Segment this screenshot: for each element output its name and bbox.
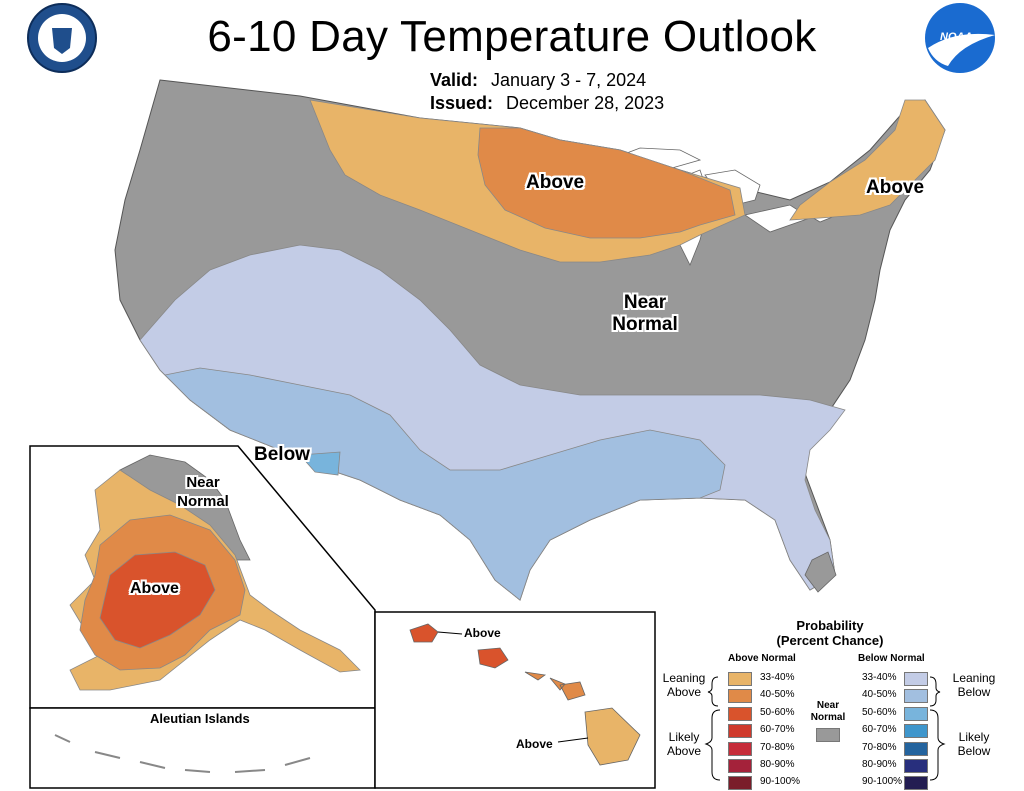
page-title: 6-10 Day Temperature Outlook bbox=[207, 12, 817, 61]
aleutian-islands-shape bbox=[54, 734, 311, 773]
alaska-near-line-2: Normal bbox=[177, 493, 229, 510]
big-island bbox=[584, 707, 641, 766]
alaska-near-normal-label: Near Normal bbox=[168, 473, 238, 511]
leaning-below-line-2: Below bbox=[957, 685, 991, 699]
florida-near-normal bbox=[804, 551, 837, 593]
maui-islands bbox=[524, 671, 586, 701]
legend-near-line-1: Near bbox=[816, 700, 840, 711]
leaning-below-brace bbox=[929, 676, 941, 707]
leaning-above-line-2: Above bbox=[666, 685, 702, 699]
likely-above-line-1: Likely bbox=[668, 730, 700, 744]
hawaii-north-pointer bbox=[437, 631, 463, 635]
legend-below-header: Below Normal bbox=[858, 653, 925, 664]
leaning-below-line-1: Leaning bbox=[952, 671, 996, 685]
likely-below-line-1: Likely bbox=[958, 730, 990, 744]
issued-row: Issued: December 28, 2023 bbox=[430, 93, 664, 114]
northeast-label: Above bbox=[866, 177, 925, 198]
below-dark-area bbox=[299, 451, 341, 476]
issued-date: December 28, 2023 bbox=[506, 93, 665, 113]
legend-near-line-2: Normal bbox=[810, 712, 846, 723]
aleutian-inset-frame bbox=[29, 707, 376, 789]
near-normal-label: Near Normal bbox=[600, 292, 690, 336]
aleutian-islands-label: Aleutian Islands bbox=[150, 711, 250, 726]
alaska-near-line-1: Near bbox=[186, 474, 220, 491]
alaska-above-label: Above bbox=[130, 580, 179, 597]
valid-label: Valid: bbox=[430, 70, 479, 90]
valid-row: Valid: January 3 - 7, 2024 bbox=[430, 70, 646, 91]
near-normal-line-1: Near bbox=[623, 292, 667, 313]
oahu-island bbox=[477, 647, 509, 669]
legend-above-header: Above Normal bbox=[728, 653, 796, 664]
alaska-above-dark bbox=[99, 551, 216, 649]
legend-leaning-above: Leaning Above bbox=[655, 671, 713, 699]
hawaii-south-label: Above bbox=[516, 737, 553, 751]
near-normal-line-2: Normal bbox=[612, 314, 678, 335]
likely-below-line-2: Below bbox=[957, 744, 991, 758]
leaning-above-line-1: Leaning bbox=[662, 671, 706, 685]
southwest-label: Below bbox=[254, 444, 310, 465]
likely-below-brace bbox=[929, 709, 946, 781]
below-mid-area bbox=[164, 367, 726, 601]
leaning-above-brace bbox=[707, 676, 719, 707]
legend-title: Probability (Percent Chance) bbox=[760, 618, 900, 648]
hawaii-north-label: Above bbox=[464, 626, 501, 640]
hawaii-south-pointer bbox=[557, 737, 589, 743]
legend-title-line-1: Probability bbox=[796, 618, 864, 633]
noaa-logo-text: NOAA bbox=[940, 31, 973, 43]
north-central-label: Above bbox=[526, 172, 585, 193]
legend-leaning-below: Leaning Below bbox=[944, 671, 1004, 699]
legend-likely-below: Likely Below bbox=[944, 730, 1004, 758]
legend-near-swatch bbox=[816, 728, 840, 742]
likely-above-line-2: Above bbox=[666, 744, 702, 758]
noaa-logo-wave bbox=[928, 33, 995, 66]
issued-label: Issued: bbox=[430, 93, 494, 113]
kauai-island bbox=[409, 623, 439, 643]
legend-likely-above: Likely Above bbox=[655, 730, 713, 758]
legend-near-header: Near Normal bbox=[808, 700, 848, 724]
legend-title-line-2: (Percent Chance) bbox=[776, 633, 884, 648]
commerce-seal-emblem bbox=[52, 28, 72, 54]
northeast-above-light bbox=[789, 99, 946, 221]
valid-dates: January 3 - 7, 2024 bbox=[491, 70, 647, 90]
north-above-mid bbox=[477, 127, 736, 239]
likely-above-brace bbox=[704, 709, 721, 781]
